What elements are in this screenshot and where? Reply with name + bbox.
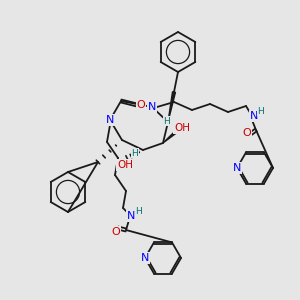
Text: O: O (243, 128, 251, 138)
Polygon shape (168, 92, 176, 122)
Text: H: H (132, 148, 138, 158)
Polygon shape (163, 130, 178, 143)
Text: N: N (148, 102, 156, 112)
Text: N: N (233, 163, 241, 173)
Text: H: H (164, 116, 170, 125)
Text: N: N (250, 111, 258, 121)
Text: O: O (136, 100, 146, 110)
Text: N: N (141, 253, 149, 263)
Text: OH: OH (174, 123, 190, 133)
Text: N: N (127, 211, 135, 221)
Text: H: H (136, 208, 142, 217)
Text: H: H (258, 106, 264, 116)
Text: N: N (106, 115, 114, 125)
Text: OH: OH (117, 160, 133, 170)
Text: O: O (112, 227, 120, 237)
